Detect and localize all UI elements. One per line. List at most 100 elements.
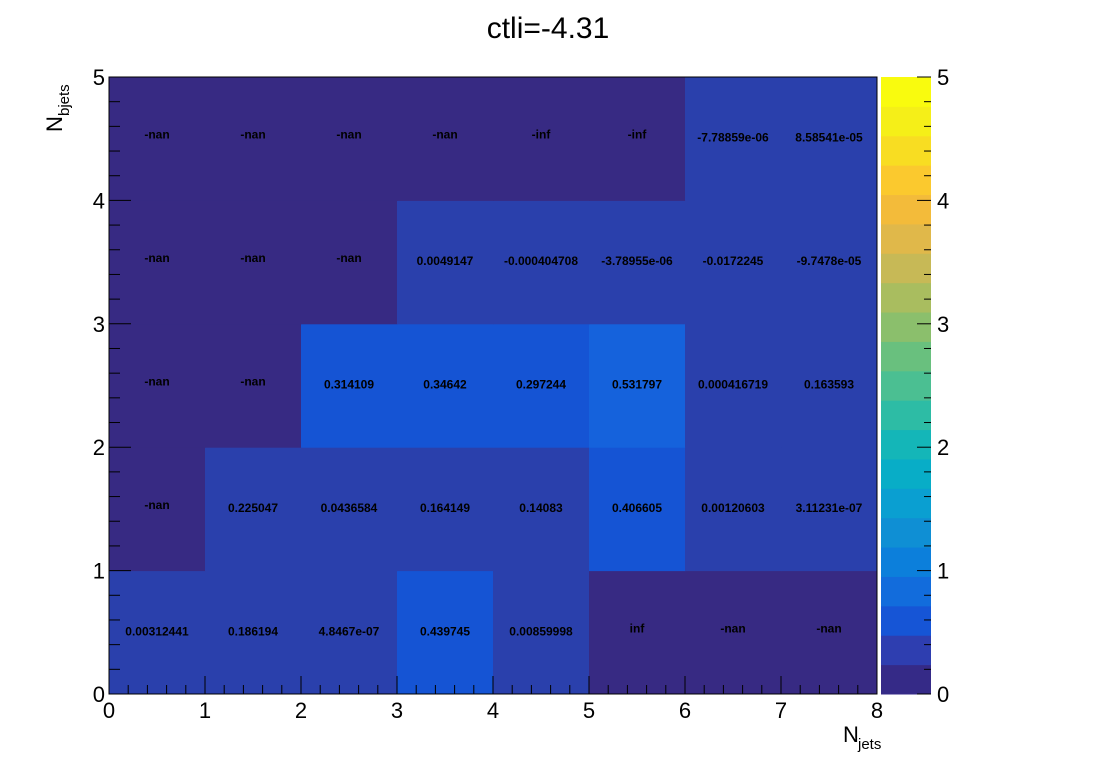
palette-swatch	[881, 106, 931, 137]
cell-value-label: -nan	[144, 251, 169, 265]
heatmap-cell	[589, 200, 686, 325]
heatmap-cell	[589, 77, 686, 201]
y-tick-label: 0	[93, 682, 105, 707]
cell-value-label: 3.11231e-07	[796, 501, 863, 515]
heatmap-cells	[109, 77, 878, 695]
heatmap-cell	[781, 570, 878, 695]
cell-value-label: -inf	[628, 128, 648, 142]
color-palette-bar: 0 1 2 3 4 5	[881, 65, 949, 707]
chart-title: ctli=-4.31	[487, 12, 610, 45]
palette-swatch	[881, 223, 931, 254]
palette-swatch	[881, 458, 931, 489]
heatmap-cell	[301, 200, 398, 325]
heatmap-cell	[685, 570, 782, 695]
cell-value-label: 0.186194	[228, 624, 278, 638]
heatmap-cell	[781, 77, 878, 201]
cell-value-label: -inf	[532, 128, 552, 142]
palette-swatch	[881, 488, 931, 519]
heatmap-cell	[397, 323, 494, 448]
cell-value-label: -3.78955e-06	[601, 254, 673, 268]
y-axis-title-subscript: bjets	[56, 84, 73, 116]
cell-value-label: -nan	[144, 498, 169, 512]
cell-value-label: -nan	[432, 128, 457, 142]
y-axis-title: N bjets	[42, 84, 73, 132]
palette-swatch	[881, 282, 931, 313]
cell-value-label: 0.163593	[804, 378, 854, 392]
cell-value-label: -nan	[816, 621, 841, 635]
heatmap-cell	[685, 447, 782, 572]
cell-value-label: 0.531797	[612, 378, 662, 392]
palette-swatch	[881, 135, 931, 166]
heatmap-cell	[685, 200, 782, 325]
heatmap-cell	[397, 77, 494, 201]
heatmap-cell	[301, 323, 398, 448]
palette-tick-label: 3	[937, 312, 949, 337]
x-tick-label: 7	[775, 698, 787, 723]
cell-value-label: 0.00120603	[701, 501, 765, 515]
palette-swatch	[881, 576, 931, 607]
palette-swatch	[881, 253, 931, 284]
heatmap-cell	[205, 570, 302, 695]
cell-value-label: -nan	[240, 251, 265, 265]
cell-value-label: 0.00312441	[125, 624, 189, 638]
x-tick-label: 2	[295, 698, 307, 723]
palette-tick-label: 0	[937, 682, 949, 707]
x-tick-label: 8	[871, 698, 883, 723]
heatmap-cell	[397, 570, 494, 695]
palette-swatch	[881, 194, 931, 225]
heatmap-cell	[109, 570, 206, 695]
palette-swatch	[881, 547, 931, 577]
x-axis-title-main: N	[843, 722, 859, 747]
cell-value-label: 0.314109	[324, 378, 374, 392]
cell-value-label: -nan	[720, 621, 745, 635]
heatmap-cell	[589, 570, 686, 695]
cell-value-label: -nan	[240, 375, 265, 389]
cell-value-label: 0.225047	[228, 501, 278, 515]
palette-swatch	[881, 312, 931, 342]
x-tick-label: 6	[679, 698, 691, 723]
y-tick-label: 1	[93, 559, 105, 584]
x-tick-label: 0	[103, 698, 115, 723]
heatmap-cell	[589, 447, 686, 572]
x-tick-label: 1	[199, 698, 211, 723]
palette-tick-label: 5	[937, 65, 949, 90]
palette-swatch	[881, 370, 931, 401]
cell-value-label: 0.00859998	[509, 624, 573, 638]
palette-tick-label: 4	[937, 188, 949, 213]
cell-value-label: -nan	[336, 251, 361, 265]
cell-value-label: -nan	[336, 128, 361, 142]
cell-value-label: -0.0172245	[703, 254, 764, 268]
palette-tick-label: 2	[937, 435, 949, 460]
palette-swatch	[881, 400, 931, 431]
heatmap-cell	[301, 447, 398, 572]
x-axis-title: N jets	[843, 722, 881, 753]
heatmap-cell	[493, 447, 590, 572]
heatmap-cell	[493, 570, 590, 695]
cell-value-label: -nan	[240, 128, 265, 142]
x-tick-label: 4	[487, 698, 499, 723]
cell-value-label: 0.297244	[516, 378, 566, 392]
x-tick-label: 5	[583, 698, 595, 723]
heatmap-cell	[589, 323, 686, 448]
cell-value-label: 0.0049147	[417, 254, 474, 268]
heatmap-cell	[781, 447, 878, 572]
heatmap-cell	[493, 200, 590, 325]
heatmap-cell	[205, 323, 302, 448]
heatmap-cell	[109, 447, 206, 572]
heatmap-cell	[205, 447, 302, 572]
axes: 0 1 2 3 4 5 6 7 8 0 1 2 3 4 5	[93, 65, 883, 723]
cell-value-label: 0.34642	[423, 378, 467, 392]
heatmap-cell	[493, 323, 590, 448]
cell-value-label: 8.58541e-05	[795, 131, 863, 145]
heatmap-cell	[397, 447, 494, 572]
palette-tick-label: 1	[937, 559, 949, 584]
heatmap-cell	[493, 77, 590, 201]
cell-value-label: inf	[630, 621, 646, 635]
x-tick-label: 3	[391, 698, 403, 723]
y-axis-title-main: N	[42, 116, 67, 132]
cell-value-label: 0.0436584	[321, 501, 378, 515]
palette-swatch	[881, 635, 931, 666]
heatmap-cell	[205, 77, 302, 201]
cell-value-label: -nan	[144, 375, 169, 389]
